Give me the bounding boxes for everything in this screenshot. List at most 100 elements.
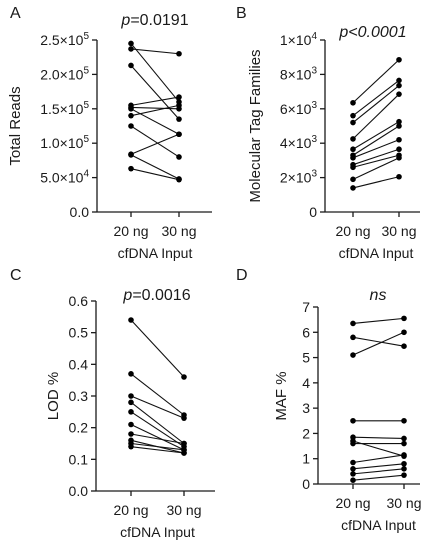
panel-b-pair-line (352, 93, 400, 140)
panel-a-point-30ng (176, 116, 182, 122)
panel-b-pair-line (352, 121, 400, 150)
panel-b-xtick-label: 20 ng (335, 223, 370, 239)
panel-d-point-20ng (350, 440, 356, 447)
panel-b-xtick-label: 30 ng (381, 223, 416, 239)
panel-b-xlabel: cfDNA Input (339, 245, 414, 261)
panel-b-pair-line (352, 157, 400, 180)
panel-d-point-30ng (401, 417, 407, 424)
panel-d-point-20ng (350, 320, 356, 327)
panel-d-pair-line (352, 474, 405, 481)
panel-b-point-30ng (396, 136, 402, 143)
panel-a-point-30ng (176, 94, 182, 100)
panel-d-ytick-label: 1 (302, 451, 310, 467)
panel-d-point-30ng (401, 452, 407, 458)
panel-b-point-20ng (350, 99, 356, 106)
panel-d-point-20ng (350, 466, 356, 472)
panel-a-pair-line (130, 168, 180, 181)
panel-d-point-20ng (350, 334, 356, 341)
panel-b-point-30ng (396, 146, 402, 153)
panel-b-point-30ng (396, 123, 402, 129)
panel-a-pair-line (130, 43, 180, 103)
panel-d-ylabel: MAF % (273, 371, 290, 420)
panel-c-ytick-label: 0.0 (69, 483, 89, 499)
panel-b-point-30ng (396, 173, 402, 180)
panel-a-point-30ng (176, 154, 182, 160)
panel-b-pair-line (352, 148, 400, 166)
panel-d-pair-line (352, 336, 405, 347)
panel-a-label: A (10, 5, 21, 22)
panel-a-ytick-label: 2.0×105 (40, 65, 89, 82)
panel-b-point-30ng (396, 56, 402, 63)
panel-d-pair-line (352, 454, 405, 464)
panel-d-ytick-label: 4 (302, 375, 310, 391)
panel-c-label: C (10, 267, 22, 284)
panel-b-pair-line (352, 176, 400, 189)
panel-a-pair-line (130, 96, 180, 106)
panel-c-pair-line (130, 424, 185, 451)
panel-a-pair-line (130, 133, 180, 155)
panel-b-ytick-label: 6×103 (280, 100, 318, 117)
panel-a-point-20ng (128, 46, 134, 52)
panel-b-point-20ng (350, 146, 356, 153)
panel-d-point-20ng (350, 477, 356, 484)
panel-a-annotation: p=0.0191 (120, 12, 188, 29)
panel-d-pair-line (352, 436, 405, 440)
panel-b-ytick-label: 1×104 (280, 31, 318, 48)
panel-b-annotation: p<0.0001 (338, 24, 406, 41)
panel-d-xlabel: cfDNA Input (341, 517, 416, 533)
panel-a-ytick-label: 5.0×104 (40, 169, 89, 186)
panel-a-point-20ng (128, 152, 134, 158)
panel-b-point-30ng (396, 91, 402, 97)
panel-c-point-30ng (181, 440, 187, 447)
panel-b-ytick-label: 8×103 (280, 65, 318, 82)
panel-b-ylabel: Molecular Tag Families (247, 49, 264, 202)
panel-d-point-30ng (401, 460, 407, 467)
panel-a-ytick-label: 0.0 (70, 204, 90, 220)
panel-d-pair-line (352, 331, 405, 356)
panel-d-point-30ng (401, 435, 407, 442)
panel-d-ytick-label: 2 (302, 425, 310, 441)
panel-c-ytick-label: 0.2 (69, 420, 89, 436)
panel-a-point-30ng (176, 131, 182, 138)
panel-a-xtick-label: 30 ng (161, 223, 196, 239)
panel-d-point-20ng (350, 459, 356, 466)
panel-a-pair-line (130, 65, 180, 120)
panel-b-point-30ng (396, 155, 402, 161)
panel-a-ytick-label: 1.0×105 (40, 134, 89, 151)
panel-c-ytick-label: 0.5 (69, 325, 89, 341)
panel-c-point-20ng (128, 421, 134, 428)
panel-b-pair-line (352, 79, 400, 117)
panel-a-xtick-label: 20 ng (113, 223, 148, 239)
panel-c-point-30ng (181, 374, 187, 380)
panel-c-ytick-label: 0.3 (69, 388, 89, 404)
panel-b-pair-line (352, 139, 400, 159)
panel-b-point-30ng (396, 77, 402, 84)
panel-b-point-20ng (350, 112, 356, 119)
panel-b-pair-line (352, 125, 400, 156)
panel-a-pair-line (130, 48, 180, 55)
panel-c-point-20ng (128, 393, 134, 399)
panel-c-point-20ng (128, 443, 134, 450)
panel-d-point-30ng (401, 329, 407, 336)
panel-d-point-30ng (401, 472, 407, 478)
panel-b-point-20ng (350, 164, 356, 171)
panel-c-xlabel: cfDNA Input (120, 524, 195, 540)
panel-b-ytick-label: 0 (309, 204, 317, 220)
panel-b-ytick-label: 2×103 (280, 169, 318, 186)
panel-b-label: B (236, 5, 247, 22)
panel-a-ytick-label: 2.5×105 (40, 31, 89, 48)
panel-a-point-30ng (176, 176, 182, 183)
panel-a-ylabel: Total Reads (7, 86, 24, 165)
panel-a-point-20ng (128, 165, 134, 172)
panel-d-label: D (236, 267, 248, 284)
panel-c-pair-line (130, 373, 185, 416)
panel-a-point-30ng (176, 102, 182, 109)
panel-d-xtick-label: 30 ng (386, 495, 421, 511)
panel-c-annotation: p=0.0016 (122, 287, 190, 304)
panel-d-point-30ng (401, 440, 407, 447)
panel-c-point-20ng (128, 399, 134, 406)
panel-b-point-20ng (350, 185, 356, 191)
panel-d-ytick-label: 3 (302, 400, 310, 416)
panel-a-pair-line (130, 125, 180, 158)
